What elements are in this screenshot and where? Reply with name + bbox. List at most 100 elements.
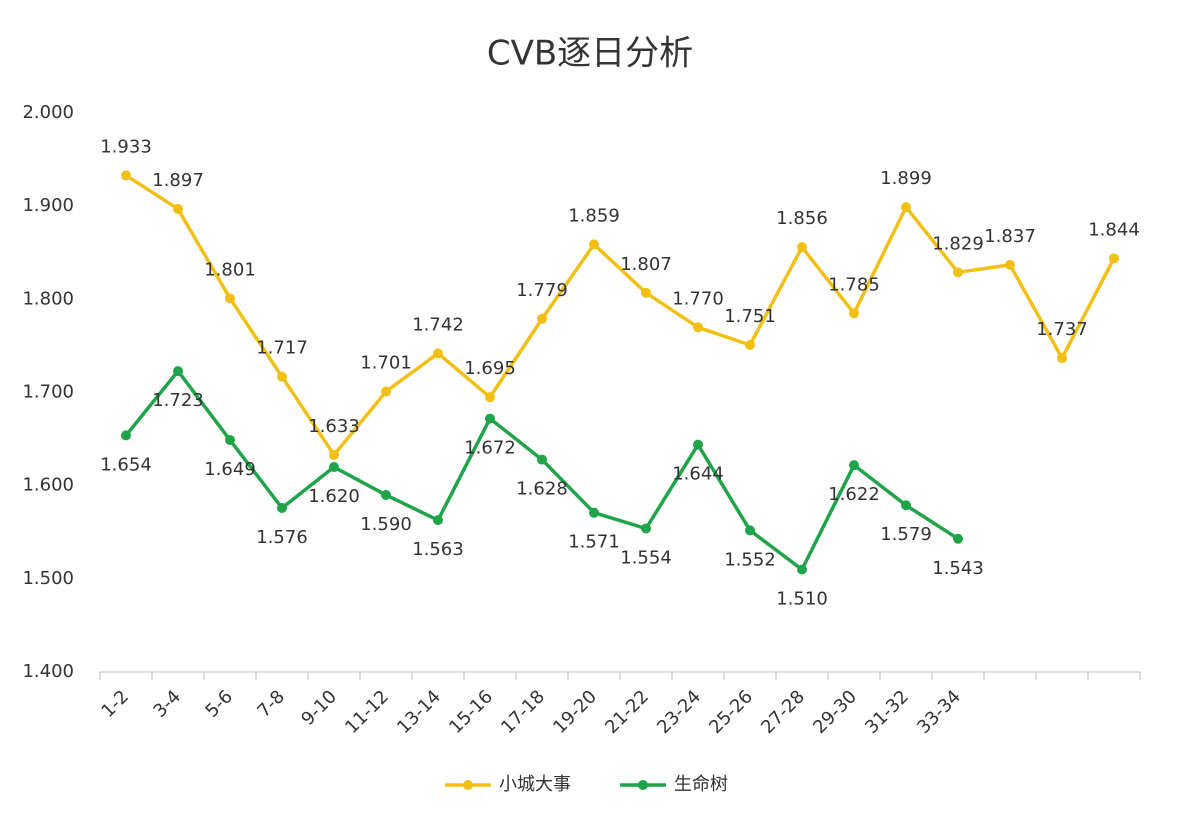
data-point — [485, 392, 495, 403]
data-label: 1.837 — [984, 226, 1036, 247]
data-point — [225, 435, 235, 446]
x-tick-label: 9-10 — [297, 686, 341, 730]
data-label: 1.633 — [308, 416, 360, 437]
data-point — [797, 564, 807, 575]
data-label: 1.785 — [828, 274, 880, 295]
data-label: 1.649 — [204, 459, 256, 480]
data-point — [849, 460, 859, 471]
data-point — [121, 170, 131, 181]
data-label: 1.779 — [516, 280, 568, 301]
x-tick-label: 1-2 — [97, 686, 133, 722]
x-tick-label: 31-32 — [861, 686, 913, 738]
data-point — [173, 203, 183, 214]
chart-title: CVB逐日分析 — [487, 34, 693, 74]
data-point — [1057, 353, 1067, 364]
data-label: 1.543 — [932, 558, 984, 579]
data-label: 1.701 — [360, 353, 412, 374]
data-label: 1.554 — [620, 548, 672, 569]
data-point — [745, 339, 755, 350]
data-label: 1.807 — [620, 254, 672, 275]
data-point — [641, 523, 651, 534]
data-label: 1.695 — [464, 358, 516, 379]
data-point — [953, 533, 963, 544]
data-point — [1109, 253, 1119, 264]
x-tick-label: 29-30 — [809, 686, 861, 738]
x-tick-label: 25-26 — [705, 686, 757, 738]
data-point — [225, 293, 235, 304]
data-point — [277, 371, 287, 382]
x-tick-label: 19-20 — [549, 686, 601, 738]
x-tick-label: 13-14 — [393, 686, 445, 738]
data-point — [381, 489, 391, 500]
data-label: 1.644 — [672, 464, 724, 485]
data-point — [381, 386, 391, 397]
data-point — [693, 322, 703, 333]
data-label: 1.579 — [880, 524, 932, 545]
data-label: 1.859 — [568, 205, 620, 226]
x-tick-label: 23-24 — [653, 686, 705, 738]
x-tick-label: 27-28 — [757, 686, 809, 738]
legend-label: 生命树 — [674, 774, 728, 795]
data-point — [433, 515, 443, 526]
data-label: 1.510 — [776, 589, 828, 610]
data-label: 1.620 — [308, 486, 360, 507]
legend-marker — [638, 780, 648, 790]
data-label: 1.576 — [256, 527, 308, 548]
data-label: 1.899 — [880, 168, 932, 189]
data-point — [329, 449, 339, 460]
data-label: 1.590 — [360, 514, 412, 535]
data-point — [537, 454, 547, 465]
x-tick-label: 15-16 — [445, 686, 497, 738]
y-tick-label: 1.800 — [22, 288, 74, 309]
x-tick-label: 33-34 — [913, 686, 965, 738]
data-label: 1.751 — [724, 306, 776, 327]
data-point — [589, 507, 599, 518]
data-point — [1005, 259, 1015, 270]
x-tick-label: 7-8 — [253, 686, 289, 722]
data-point — [693, 439, 703, 450]
data-label: 1.742 — [412, 314, 464, 335]
y-tick-label: 1.900 — [22, 195, 74, 216]
data-label: 1.717 — [256, 338, 308, 359]
x-tick-label: 3-4 — [149, 686, 185, 722]
y-tick-label: 1.400 — [22, 661, 74, 682]
data-point — [953, 267, 963, 278]
data-label: 1.829 — [932, 233, 984, 254]
data-label: 1.672 — [464, 438, 516, 459]
data-point — [121, 430, 131, 441]
y-tick-label: 2.000 — [22, 102, 74, 123]
data-label: 1.737 — [1036, 319, 1088, 340]
data-label: 1.856 — [776, 208, 828, 229]
data-label: 1.654 — [100, 454, 152, 475]
data-point — [745, 525, 755, 536]
data-point — [433, 348, 443, 359]
data-label: 1.571 — [568, 532, 620, 553]
data-label: 1.801 — [204, 259, 256, 280]
x-tick-label: 5-6 — [201, 686, 237, 722]
data-point — [589, 239, 599, 250]
data-label: 1.844 — [1088, 219, 1140, 240]
data-point — [901, 202, 911, 213]
data-label: 1.628 — [516, 479, 568, 500]
data-label: 1.563 — [412, 539, 464, 560]
data-point — [277, 503, 287, 514]
data-label: 1.622 — [828, 484, 880, 505]
series-line — [125, 173, 1116, 457]
y-tick-label: 1.700 — [22, 382, 74, 403]
data-point — [641, 287, 651, 298]
x-tick-label: 21-22 — [601, 686, 653, 738]
data-label: 1.552 — [724, 549, 776, 570]
data-point — [329, 462, 339, 473]
data-point — [537, 313, 547, 324]
y-tick-label: 1.600 — [22, 475, 74, 496]
data-point — [173, 366, 183, 377]
y-tick-label: 1.500 — [22, 568, 74, 589]
data-label: 1.770 — [672, 288, 724, 309]
x-tick-label: 17-18 — [497, 686, 549, 738]
data-label: 1.933 — [100, 136, 152, 157]
legend-label: 小城大事 — [499, 774, 571, 795]
data-point — [485, 413, 495, 424]
data-label: 1.897 — [152, 170, 204, 191]
